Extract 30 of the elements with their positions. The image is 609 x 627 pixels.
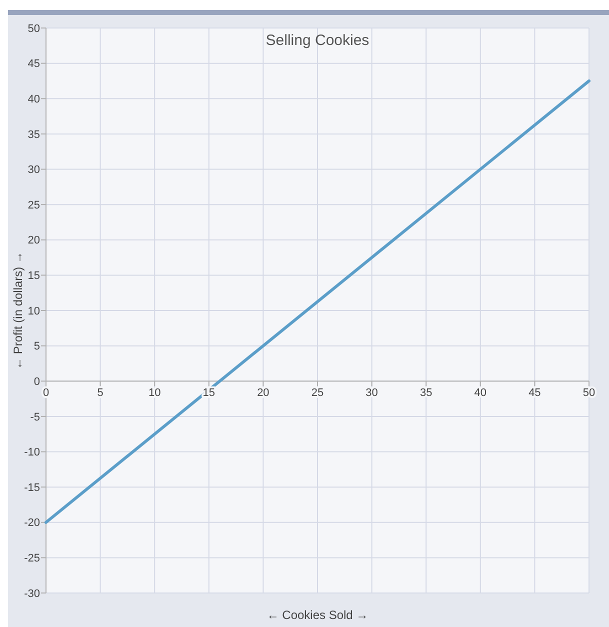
x-tick-label: 30 xyxy=(366,387,378,400)
x-axis-title: ← Cookies Sold → xyxy=(266,608,368,622)
y-tick-label: 45 xyxy=(28,58,40,70)
x-tick-label: 5 xyxy=(97,387,104,400)
y-tick-label: 5 xyxy=(34,340,40,353)
y-tick-label: 10 xyxy=(28,305,40,318)
x-tick-label: 50 xyxy=(582,387,596,400)
y-tick-label: 30 xyxy=(28,164,40,176)
y-tick-label: -20 xyxy=(24,517,40,530)
chart-title: Selling Cookies xyxy=(266,32,370,49)
x-tick-label: 10 xyxy=(148,387,161,400)
y-tick-label: 20 xyxy=(28,234,40,247)
y-tick-label: 50 xyxy=(28,22,40,35)
x-tick-label: 20 xyxy=(257,387,270,400)
y-tick-label: 25 xyxy=(28,199,40,212)
y-tick-label: 40 xyxy=(28,93,40,106)
x-tick-label: 40 xyxy=(474,387,487,400)
y-tick-label: 35 xyxy=(28,128,40,141)
y-tick-label: -10 xyxy=(24,446,40,459)
y-tick-label: -15 xyxy=(24,482,40,494)
y-tick-label: -30 xyxy=(24,588,40,600)
y-axis-title: ← Profit (in dollars) → xyxy=(11,251,25,370)
y-tick-label: -25 xyxy=(24,552,40,565)
x-tick-label: 25 xyxy=(311,387,324,400)
y-tick-label: 0 xyxy=(34,376,40,388)
x-tick-label: 45 xyxy=(528,387,541,400)
y-tick-label: 15 xyxy=(28,270,40,282)
x-tick-label: 35 xyxy=(420,387,432,400)
x-tick-label: 0 xyxy=(42,387,50,400)
y-tick-label: -5 xyxy=(30,411,40,424)
